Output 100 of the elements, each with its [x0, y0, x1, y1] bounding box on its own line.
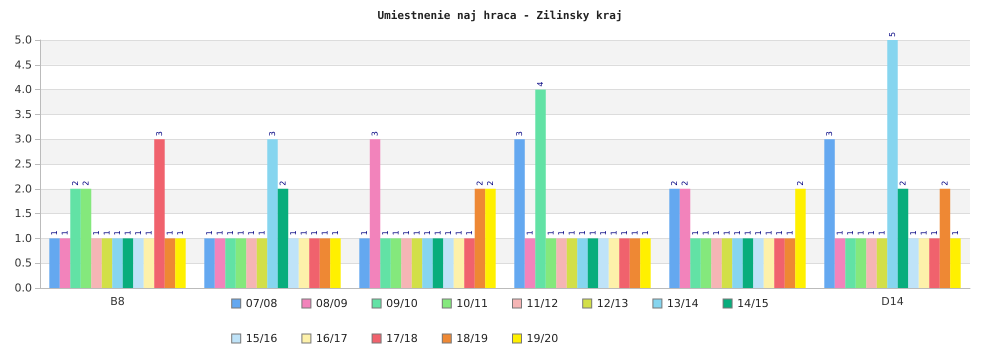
data-label: 1	[588, 230, 598, 236]
bar	[154, 139, 165, 288]
data-label: 2	[680, 180, 690, 186]
data-label: 1	[930, 230, 939, 236]
legend-label: 17/18	[386, 332, 418, 345]
bar	[950, 238, 961, 288]
data-label: 3	[825, 131, 834, 136]
data-label: 1	[568, 230, 577, 236]
legend-label: 16/17	[316, 332, 348, 345]
data-label: 1	[836, 230, 845, 236]
data-label: 2	[486, 180, 495, 186]
data-label: 1	[557, 230, 566, 236]
data-label: 1	[402, 230, 412, 236]
data-label: 1	[165, 230, 174, 236]
bar	[898, 188, 908, 288]
bar	[940, 188, 950, 288]
y-tick-label: 3.5	[14, 108, 32, 121]
data-label: 1	[60, 230, 70, 236]
data-label: 1	[908, 230, 918, 236]
data-label: 1	[288, 230, 298, 236]
data-label: 1	[381, 230, 390, 236]
data-label: 3	[515, 131, 524, 136]
bar	[711, 238, 722, 288]
data-label: 1	[546, 230, 556, 236]
bar	[164, 238, 176, 288]
data-label: 1	[712, 230, 722, 236]
data-label: 1	[630, 230, 640, 236]
data-label: 1	[733, 230, 742, 236]
data-label: 2	[475, 180, 484, 186]
data-label: 1	[444, 230, 453, 236]
data-label: 1	[205, 230, 214, 236]
legend-label: 13/14	[666, 297, 699, 310]
bar	[524, 238, 536, 288]
bar	[753, 238, 764, 288]
legend-label: 19/20	[526, 332, 558, 345]
bar	[214, 238, 226, 288]
y-tick-label: 4.5	[14, 58, 32, 72]
bar	[390, 238, 402, 288]
bar	[370, 139, 380, 288]
data-label: 1	[412, 230, 422, 236]
bar	[784, 238, 796, 288]
data-label: 1	[578, 230, 587, 236]
bar	[795, 188, 806, 288]
data-label: 1	[774, 230, 784, 236]
bar	[577, 238, 588, 288]
data-label: 1	[299, 230, 308, 236]
bar	[887, 40, 898, 288]
bar	[80, 188, 92, 288]
data-label: 1	[226, 230, 236, 236]
data-label: 3	[268, 131, 277, 136]
data-label: 3	[154, 131, 164, 136]
x-tick-label: B8	[110, 295, 125, 308]
data-label: 1	[743, 230, 752, 236]
y-tick-label: 2.5	[14, 158, 32, 170]
legend-label: 09/10	[386, 297, 418, 310]
y-tick-label: 2.0	[14, 182, 32, 196]
data-label: 1	[258, 230, 267, 236]
legend-label: 10/11	[456, 297, 488, 310]
data-label: 5	[888, 32, 897, 37]
data-label: 2	[71, 180, 80, 186]
bar	[556, 238, 567, 288]
data-label: 2	[898, 180, 908, 186]
data-label: 1	[454, 230, 464, 236]
legend-label: 12/13	[596, 297, 628, 310]
bar	[588, 238, 598, 288]
data-label: 1	[330, 230, 340, 236]
data-label: 2	[670, 180, 680, 186]
data-label: 1	[785, 230, 794, 236]
data-label: 1	[598, 230, 608, 236]
data-label: 1	[526, 230, 535, 236]
data-label: 1	[247, 230, 256, 236]
bar	[834, 238, 846, 288]
bar	[380, 238, 391, 288]
bar	[256, 238, 268, 288]
x-tick-label: D14	[881, 295, 904, 308]
data-label: 1	[236, 230, 246, 236]
bar	[640, 238, 651, 288]
bar	[722, 238, 732, 288]
bar	[690, 238, 701, 288]
bar	[774, 238, 785, 288]
bar	[566, 238, 578, 288]
bar	[236, 238, 246, 288]
bar	[432, 238, 444, 288]
bar	[330, 238, 341, 288]
bar	[412, 238, 422, 288]
data-label: 1	[216, 230, 225, 236]
bar	[619, 238, 630, 288]
bar	[225, 238, 236, 288]
y-tick-label: 4.0	[14, 83, 32, 96]
bar	[700, 238, 712, 288]
bar	[443, 238, 454, 288]
legend-label: 11/12	[526, 297, 558, 310]
data-label: 1	[144, 230, 154, 236]
data-label: 1	[50, 230, 60, 236]
bar	[70, 188, 81, 288]
data-label: 1	[464, 230, 474, 236]
data-label: 1	[846, 230, 856, 236]
bar	[175, 238, 186, 288]
y-tick-label: 3.0	[14, 132, 32, 146]
data-label: 1	[691, 230, 700, 236]
